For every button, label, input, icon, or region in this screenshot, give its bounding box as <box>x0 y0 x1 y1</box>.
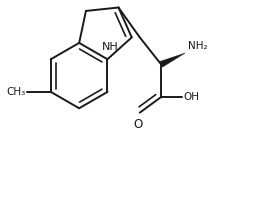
Text: NH₂: NH₂ <box>188 41 207 51</box>
Text: O: O <box>134 118 143 131</box>
Text: NH: NH <box>102 42 119 52</box>
Text: CH₃: CH₃ <box>6 87 25 97</box>
Text: OH: OH <box>184 92 200 102</box>
Polygon shape <box>160 53 185 67</box>
